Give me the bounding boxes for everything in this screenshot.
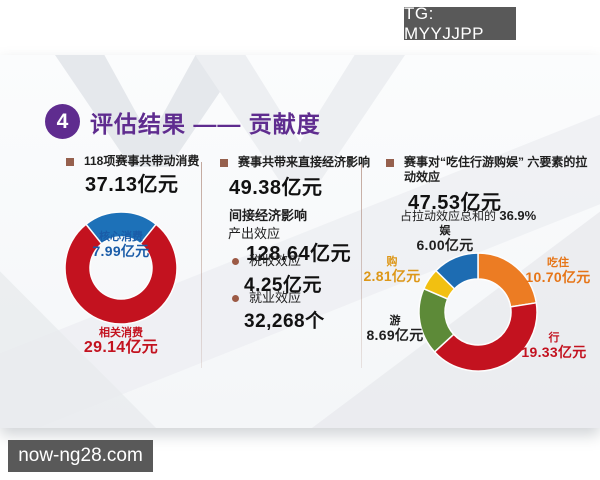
shopping-label: 购 2.81亿元 xyxy=(352,256,432,283)
eat-stay-value: 10.70亿元 xyxy=(525,269,591,285)
tour-name: 游 xyxy=(389,315,401,327)
output-effect-label: 产出效应 xyxy=(228,226,281,241)
shopping-value: 2.81亿元 xyxy=(363,268,421,284)
consumption-heading-row: 118项赛事共带动消费 xyxy=(66,154,216,169)
share-of-total-line: 占拉动效应总和的 36.9% xyxy=(400,207,536,224)
consumption-heading: 118项赛事共带动消费 xyxy=(84,154,200,168)
core-consumption-value: 7.99亿元 xyxy=(92,243,150,259)
direct-impact-value: 49.38亿元 xyxy=(229,177,323,199)
share-value: 36.9% xyxy=(499,208,537,223)
tg-watermark-badge: TG: MYYJJPP xyxy=(404,4,516,43)
section-number-badge: 4 xyxy=(45,104,80,139)
eat-stay-name: 吃住 xyxy=(547,257,569,269)
square-bullet-icon xyxy=(386,159,394,167)
indirect-impact-heading: 间接经济影响 xyxy=(229,208,308,223)
consumption-total: 37.13亿元 xyxy=(85,174,179,196)
square-bullet-icon xyxy=(220,159,228,167)
shopping-name: 购 xyxy=(386,256,398,268)
column-divider xyxy=(201,162,202,368)
entertainment-label: 娱 6.00亿元 xyxy=(405,225,485,252)
dot-bullet-icon xyxy=(232,295,239,302)
section-title-row: 4 评估结果 —— 贡献度 xyxy=(45,104,321,139)
consumption-donut-chart xyxy=(64,211,178,325)
donut-segment-娱 xyxy=(434,252,479,290)
related-consumption-name: 相关消费 xyxy=(99,327,143,339)
six-elements-donut-chart xyxy=(418,252,538,372)
tax-effect-row: 税收效应 xyxy=(232,253,362,268)
output-effect-value: 128.64亿元 xyxy=(246,243,352,265)
core-consumption-name: 核心消费 xyxy=(99,231,143,243)
employment-effect-value: 32,268个 xyxy=(244,311,325,332)
six-elements-heading-row: 赛事对“吃住行游购娱” 六要素的拉动效应 xyxy=(386,155,588,185)
tour-value: 8.69亿元 xyxy=(366,327,424,343)
site-watermark: now-ng28.com xyxy=(8,440,153,472)
employment-effect-label: 就业效应 xyxy=(249,290,302,305)
six-elements-total: 47.53亿元 xyxy=(408,192,502,214)
donut-segment-相关消费 xyxy=(64,223,178,325)
tour-label: 游 8.69亿元 xyxy=(355,315,435,342)
square-bullet-icon xyxy=(66,158,74,166)
core-consumption-label: 核心消费 7.99亿元 xyxy=(81,231,161,258)
travel-name: 行 xyxy=(548,332,560,344)
entertainment-value: 6.00亿元 xyxy=(416,237,474,253)
donut-segment-行 xyxy=(433,301,538,372)
related-consumption-label: 相关消费 29.14亿元 xyxy=(71,327,171,356)
direct-impact-heading: 赛事共带来直接经济影响 xyxy=(238,155,371,169)
dot-bullet-icon xyxy=(232,258,239,265)
travel-label: 行 19.33亿元 xyxy=(513,332,595,359)
direct-impact-heading-row: 赛事共带来直接经济影响 xyxy=(220,155,370,170)
eat-stay-label: 吃住 10.70亿元 xyxy=(517,257,599,284)
slide-card xyxy=(0,55,600,428)
tax-effect-value: 4.25亿元 xyxy=(244,275,322,296)
share-prefix: 占拉动效应总和的 xyxy=(400,209,497,223)
travel-value: 19.33亿元 xyxy=(521,344,587,360)
employment-effect-row: 就业效应 xyxy=(232,290,362,305)
entertainment-name: 娱 xyxy=(439,225,451,237)
six-elements-heading: 赛事对“吃住行游购娱” 六要素的拉动效应 xyxy=(404,155,588,184)
page-title: 评估结果 —— 贡献度 xyxy=(90,110,321,137)
related-consumption-value: 29.14亿元 xyxy=(83,339,159,356)
column-divider xyxy=(361,162,362,368)
tax-effect-label: 税收效应 xyxy=(249,253,302,268)
